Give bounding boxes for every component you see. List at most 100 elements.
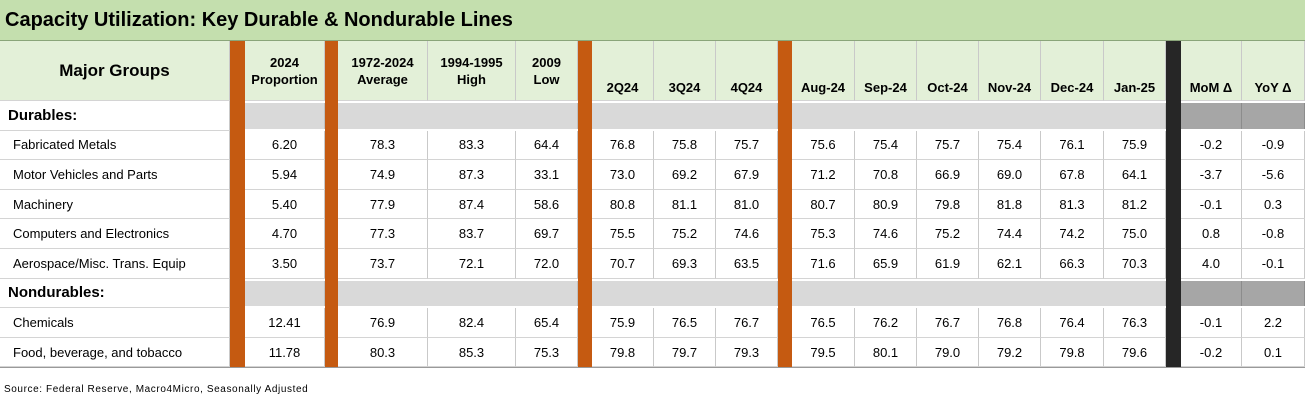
table-cell: 80.1 — [855, 337, 917, 368]
table-cell: 6.20 — [245, 130, 325, 161]
table-cell: 85.3 — [428, 337, 516, 368]
table-cell: -0.2 — [1181, 337, 1242, 368]
column-header: 4Q24 — [716, 41, 778, 101]
table-cell: 67.8 — [1041, 160, 1104, 190]
table-cell: -0.1 — [1181, 308, 1242, 338]
table-cell: 76.7 — [716, 308, 778, 338]
table-cell: 61.9 — [917, 249, 979, 279]
table-cell: 69.7 — [516, 219, 578, 249]
table-cell: 79.5 — [792, 337, 855, 368]
column-header: MoM Δ — [1181, 41, 1242, 101]
column-header: 1994-1995 High — [428, 41, 516, 101]
column-separator — [325, 41, 338, 368]
table-cell: 76.5 — [792, 308, 855, 338]
table-cell: 79.2 — [979, 337, 1041, 368]
table-cell: 65.9 — [855, 249, 917, 279]
column-header-text: 2Q24 — [606, 80, 639, 95]
column-header: Dec-24 — [1041, 41, 1104, 101]
column-separator — [578, 41, 592, 368]
column-header: 1972-2024 Average — [338, 41, 428, 101]
column-header-text: Average — [357, 71, 408, 87]
table-cell: -0.9 — [1242, 130, 1305, 161]
table-row-label: Machinery — [0, 189, 230, 220]
table-cell: 77.3 — [338, 219, 428, 249]
column-header-text: 4Q24 — [730, 80, 763, 95]
table-cell: 67.9 — [716, 160, 778, 190]
table-cell: 72.1 — [428, 249, 516, 279]
table-cell: 75.4 — [855, 130, 917, 161]
table-cell: -0.1 — [1181, 189, 1242, 220]
table-cell: 64.4 — [516, 130, 578, 161]
table-cell: 77.9 — [338, 189, 428, 220]
section-band — [338, 103, 578, 129]
table-cell: 0.1 — [1242, 337, 1305, 368]
table-cell: 83.3 — [428, 130, 516, 161]
table-cell: 75.9 — [1104, 130, 1166, 161]
section-band — [592, 280, 778, 307]
table-row-label: Computers and Electronics — [0, 219, 230, 249]
table-cell: 87.3 — [428, 160, 516, 190]
table-cell: 82.4 — [428, 308, 516, 338]
table-cell: 76.3 — [1104, 308, 1166, 338]
table-cell: 80.7 — [792, 189, 855, 220]
table-cell: 4.0 — [1181, 249, 1242, 279]
table-cell: 80.8 — [592, 189, 654, 220]
table-cell: 5.94 — [245, 160, 325, 190]
table-cell: 75.8 — [654, 130, 716, 161]
column-header-text: MoM Δ — [1189, 80, 1233, 95]
table-cell: 5.40 — [245, 189, 325, 220]
table-cell: 71.6 — [792, 249, 855, 279]
row-header-label: Major Groups — [0, 41, 230, 101]
table-cell: 75.0 — [1104, 219, 1166, 249]
table-cell: 81.2 — [1104, 189, 1166, 220]
table-cell: 0.8 — [1181, 219, 1242, 249]
column-header: Oct-24 — [917, 41, 979, 101]
table-cell: 73.7 — [338, 249, 428, 279]
column-header-text: 1994-1995 — [440, 54, 503, 70]
table-cell: 87.4 — [428, 189, 516, 220]
column-header-text: 2009 — [532, 54, 561, 70]
table-cell: 75.9 — [592, 308, 654, 338]
column-header-text: Low — [533, 71, 560, 87]
table-cell: -0.1 — [1242, 249, 1305, 279]
table-cell: 79.8 — [1041, 337, 1104, 368]
table-cell: 75.7 — [917, 130, 979, 161]
section-band — [245, 280, 325, 307]
table-cell: 70.8 — [855, 160, 917, 190]
table-cell: 75.5 — [592, 219, 654, 249]
table-cell: 78.3 — [338, 130, 428, 161]
table-cell: 69.0 — [979, 160, 1041, 190]
section-band — [338, 280, 578, 307]
table-cell: 74.6 — [855, 219, 917, 249]
table-cell: 69.2 — [654, 160, 716, 190]
title-bar: Capacity Utilization: Key Durable & Nond… — [0, 0, 1305, 41]
column-header-text: YoY Δ — [1254, 80, 1292, 95]
table-cell: 75.3 — [792, 219, 855, 249]
column-header-text: High — [457, 71, 486, 87]
table-cell: 76.5 — [654, 308, 716, 338]
table-cell: 0.3 — [1242, 189, 1305, 220]
column-header-text: Dec-24 — [1050, 80, 1094, 95]
section-label: Durables: — [0, 101, 230, 131]
table-cell: 79.3 — [716, 337, 778, 368]
column-header: YoY Δ — [1242, 41, 1305, 101]
column-header-text: 1972-2024 — [351, 54, 414, 70]
column-header-text: Oct-24 — [927, 80, 968, 95]
table-cell: 81.1 — [654, 189, 716, 220]
table-cell: -3.7 — [1181, 160, 1242, 190]
table-cell: 62.1 — [979, 249, 1041, 279]
table-cell: 74.4 — [979, 219, 1041, 249]
table-cell: 70.7 — [592, 249, 654, 279]
table-cell: 83.7 — [428, 219, 516, 249]
table-cell: 81.8 — [979, 189, 1041, 220]
table-cell: 76.4 — [1041, 308, 1104, 338]
table-cell: 81.0 — [716, 189, 778, 220]
column-separator-dark — [1166, 41, 1181, 368]
section-band-dark — [1181, 280, 1242, 307]
table-cell: 79.7 — [654, 337, 716, 368]
table-cell: 71.2 — [792, 160, 855, 190]
column-header: Jan-25 — [1104, 41, 1166, 101]
table-cell: -0.8 — [1242, 219, 1305, 249]
section-band — [792, 280, 1166, 307]
